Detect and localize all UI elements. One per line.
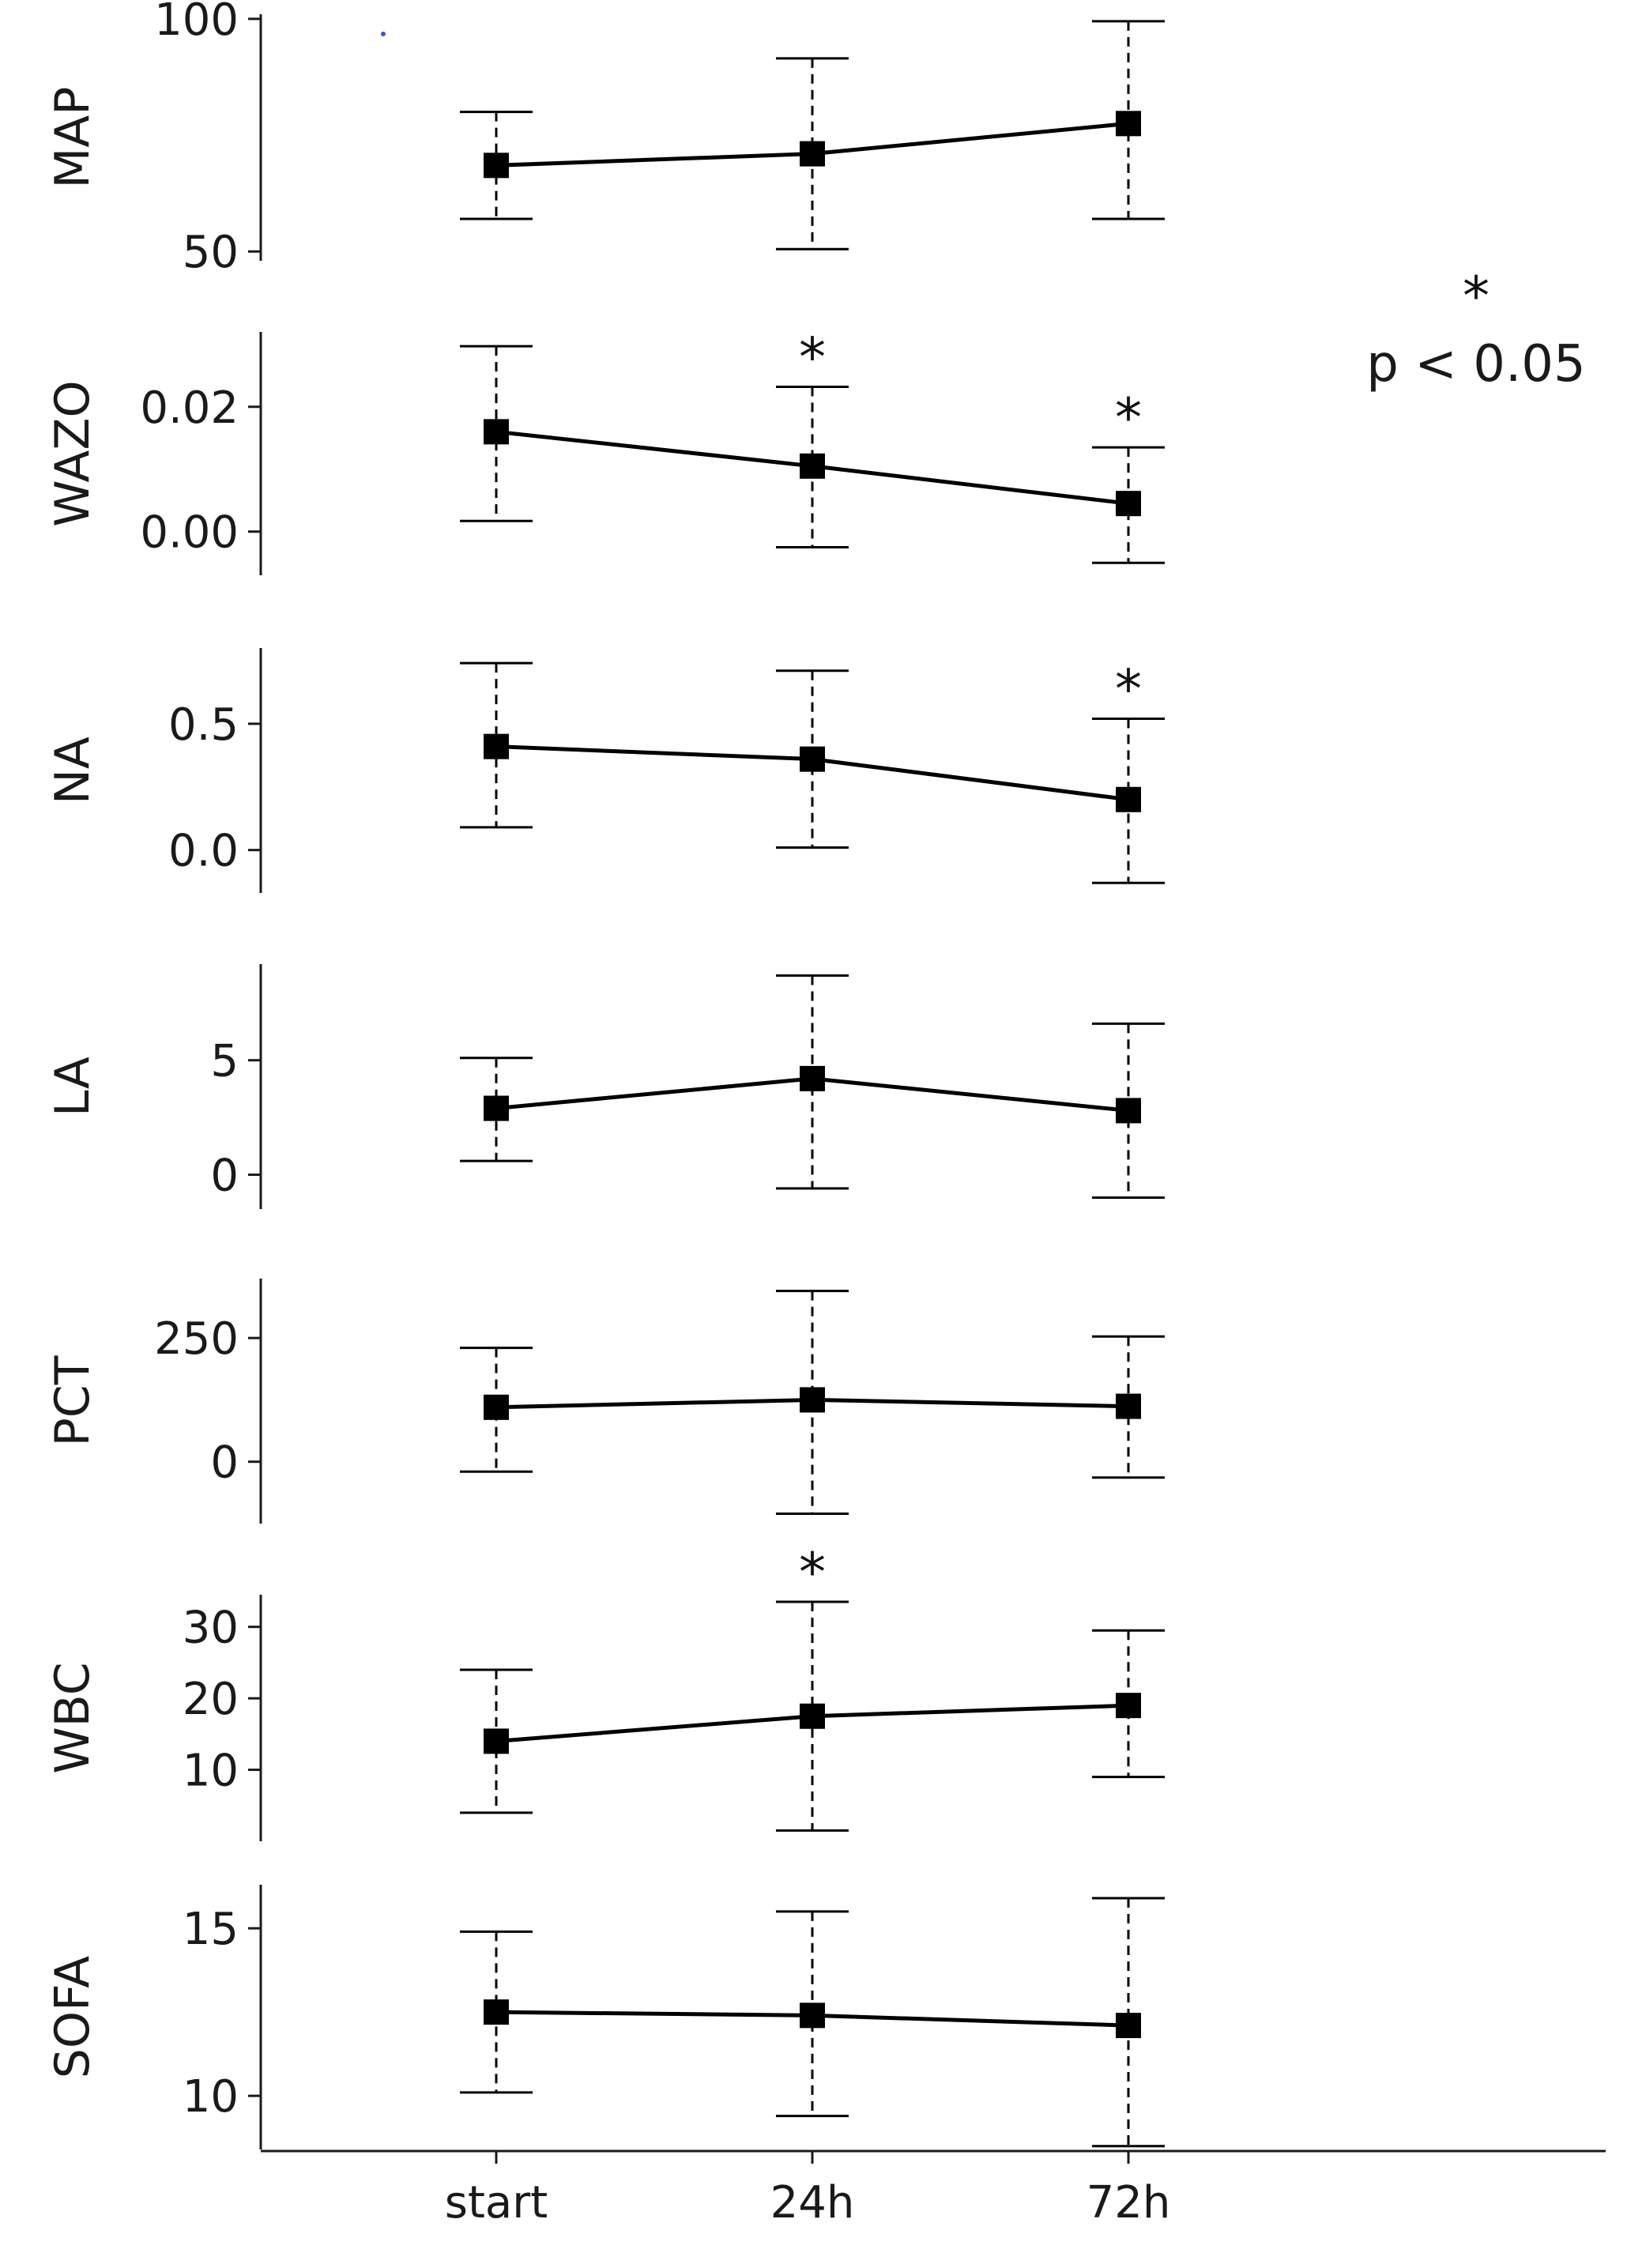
significance-star-wazo: * (1115, 387, 1142, 450)
y-tick-label-sofa: 15 (183, 1904, 239, 1955)
significance-star-wbc: * (799, 1542, 826, 1604)
data-point-la (1116, 1098, 1141, 1124)
y-axis-label-map: MAP (45, 87, 100, 189)
data-point-na (1116, 786, 1141, 812)
y-tick-label-wbc: 20 (183, 1674, 239, 1725)
y-tick-label-pct: 0 (210, 1437, 239, 1489)
panel-wazo: 0.00 0.02 WAZO * * (45, 326, 1165, 575)
data-point-sofa (1116, 2013, 1141, 2039)
y-axis-label-la: LA (45, 1057, 100, 1117)
significance-legend: * p < 0.05 (1366, 266, 1585, 394)
y-tick-label-wbc: 10 (183, 1746, 239, 1797)
data-point-map (800, 141, 825, 167)
data-point-wbc (1116, 1693, 1141, 1719)
data-point-sofa (484, 1999, 509, 2025)
panels-layer: 50 100 MAP 0.00 0.02 WAZO * * 0.0 0.5 NA * 0 5 LA 0 250 P… (45, 0, 1165, 2149)
y-axis-label-sofa: SOFA (45, 1956, 100, 2078)
y-axis-label-na: NA (45, 737, 100, 804)
significance-star-na: * (1115, 658, 1142, 721)
panel-la: 0 5 LA (45, 964, 1165, 1209)
y-tick-label-na: 0.5 (168, 699, 239, 751)
data-point-la (484, 1095, 509, 1121)
panel-na: 0.0 0.5 NA * (45, 648, 1165, 893)
y-tick-label-wazo: 0.00 (140, 507, 239, 559)
x-tick-label: 24h (770, 2177, 855, 2228)
data-point-pct (484, 1394, 509, 1420)
x-tick-label: 72h (1087, 2177, 1171, 2228)
data-point-pct (800, 1387, 825, 1413)
x-axis-layer: start 24h 72h (445, 2151, 1171, 2228)
y-axis-label-wazo: WAZO (45, 380, 100, 526)
panel-pct: 0 250 PCT (45, 1279, 1165, 1524)
data-point-wbc (800, 1703, 825, 1729)
y-axis-label-wbc: WBC (45, 1662, 100, 1773)
y-tick-label-pct: 250 (154, 1313, 239, 1365)
y-tick-label-sofa: 10 (183, 2071, 239, 2123)
data-point-pct (1116, 1393, 1141, 1419)
data-point-na (800, 746, 825, 772)
data-point-map (484, 153, 509, 179)
data-point-wazo (484, 419, 509, 445)
stray-dot (381, 32, 386, 36)
data-point-wazo (1116, 491, 1141, 517)
data-point-wazo (800, 453, 825, 479)
data-point-sofa (800, 2002, 825, 2029)
x-tick-label: start (445, 2177, 548, 2228)
y-tick-label-map: 50 (183, 227, 239, 278)
panel-sofa: 10 15 SOFA (45, 1885, 1165, 2149)
y-tick-label-la: 5 (210, 1036, 239, 1087)
data-point-na (484, 733, 509, 759)
y-tick-label-la: 0 (210, 1151, 239, 1202)
legend-star-symbol: * (1463, 266, 1490, 328)
y-tick-label-wazo: 0.02 (140, 382, 239, 434)
panel-wbc: 10 20 30 WBC * (45, 1542, 1165, 1841)
significance-star-wazo: * (799, 326, 826, 389)
data-point-map (1116, 111, 1141, 137)
data-point-la (800, 1065, 825, 1091)
y-tick-label-na: 0.0 (168, 826, 239, 877)
data-point-wbc (484, 1728, 509, 1754)
y-axis-label-pct: PCT (45, 1355, 100, 1446)
panel-map: 50 100 MAP (45, 0, 1165, 278)
y-tick-label-wbc: 30 (183, 1603, 239, 1654)
y-tick-label-map: 100 (154, 0, 239, 46)
legend-text: p < 0.05 (1366, 335, 1585, 394)
